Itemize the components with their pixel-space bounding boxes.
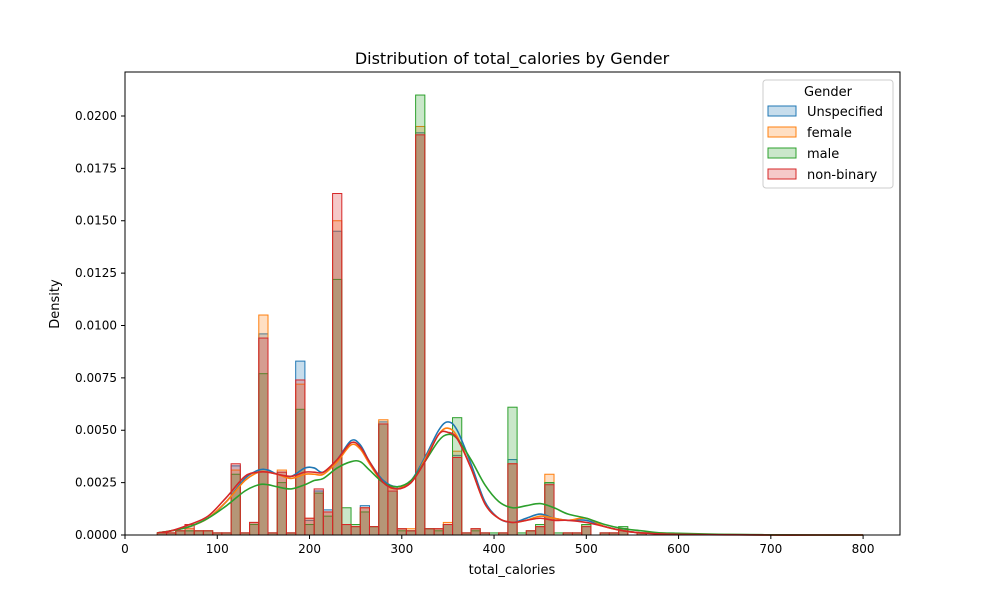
legend-title: Gender [804,85,853,100]
histogram-bar [507,463,518,536]
kde-line-non-binary [157,430,864,536]
histogram-bar [387,490,398,536]
histogram-bar [332,193,343,536]
histogram-bar [442,524,454,536]
x-tick-label: 700 [759,542,782,556]
histogram-bar [313,488,324,536]
histogram-bar [175,530,186,536]
histogram-bar [535,526,546,536]
histogram-bar [202,530,214,536]
histogram-bar [470,528,481,536]
histogram-bar [359,507,370,536]
x-axis-label: total_calories [469,563,556,578]
y-tick-label: 0.0175 [75,161,117,175]
legend-swatch [767,126,797,138]
x-tick-label: 500 [575,542,598,556]
kde-layer [157,421,864,536]
histogram-bar [193,530,204,536]
histogram-bar [452,456,463,536]
y-tick-label: 0.0125 [75,266,117,280]
chart-title: Distribution of total_calories by Gender [355,49,670,69]
histogram-bar [544,484,555,536]
histogram-bar [405,530,417,536]
legend-label: male [807,147,839,162]
y-tick-label: 0.0150 [75,214,117,228]
histogram-bar [322,511,334,536]
x-tick-label: 100 [206,542,229,556]
legend-items: Unspecified female male non-binary [767,105,883,183]
histogram-bar [304,517,315,536]
legend: Gender Unspecified female male non-binary [762,79,894,189]
histogram-bar [230,463,241,536]
legend-swatch [767,105,797,117]
y-tick-label: 0.0100 [75,318,117,332]
histogram-bar [368,526,380,536]
x-tick-label: 300 [390,542,413,556]
y-tick-label: 0.0025 [75,476,117,490]
histogram-bar [424,528,435,536]
kde-line-male [157,433,864,536]
histogram-bar [581,526,592,536]
y-tick-label: 0.0000 [75,528,117,542]
x-tick-label: 600 [667,542,690,556]
histogram-bar [276,471,287,536]
x-tick-label: 0 [121,542,129,556]
histogram-bar [396,528,407,536]
histogram-bar [350,526,361,536]
x-tick-label: 800 [852,542,875,556]
histogram-bar [433,528,444,536]
x-axis-ticks: 0 100 200 300 400 500 600 700 800 [121,535,875,556]
histogram-bar [258,337,269,536]
histogram-bar [525,530,537,536]
legend-swatch [767,147,797,159]
legend-swatch [767,168,797,180]
legend-label: Unspecified [807,105,883,120]
legend-label: non-binary [807,168,878,183]
x-tick-label: 400 [483,542,506,556]
y-tick-label: 0.0200 [75,109,117,123]
x-tick-label: 200 [298,542,321,556]
legend-label: female [807,126,852,141]
histogram-bar [295,379,306,536]
y-tick-label: 0.0050 [75,423,117,437]
histogram-bar [341,524,352,536]
y-axis-label: Density [48,279,63,329]
histogram-bar [249,521,260,536]
y-axis-ticks: 0.0000 0.0025 0.0050 0.0075 0.0100 0.0125 0.01… [75,109,125,542]
y-tick-label: 0.0075 [75,371,117,385]
axes-frame [124,71,901,536]
